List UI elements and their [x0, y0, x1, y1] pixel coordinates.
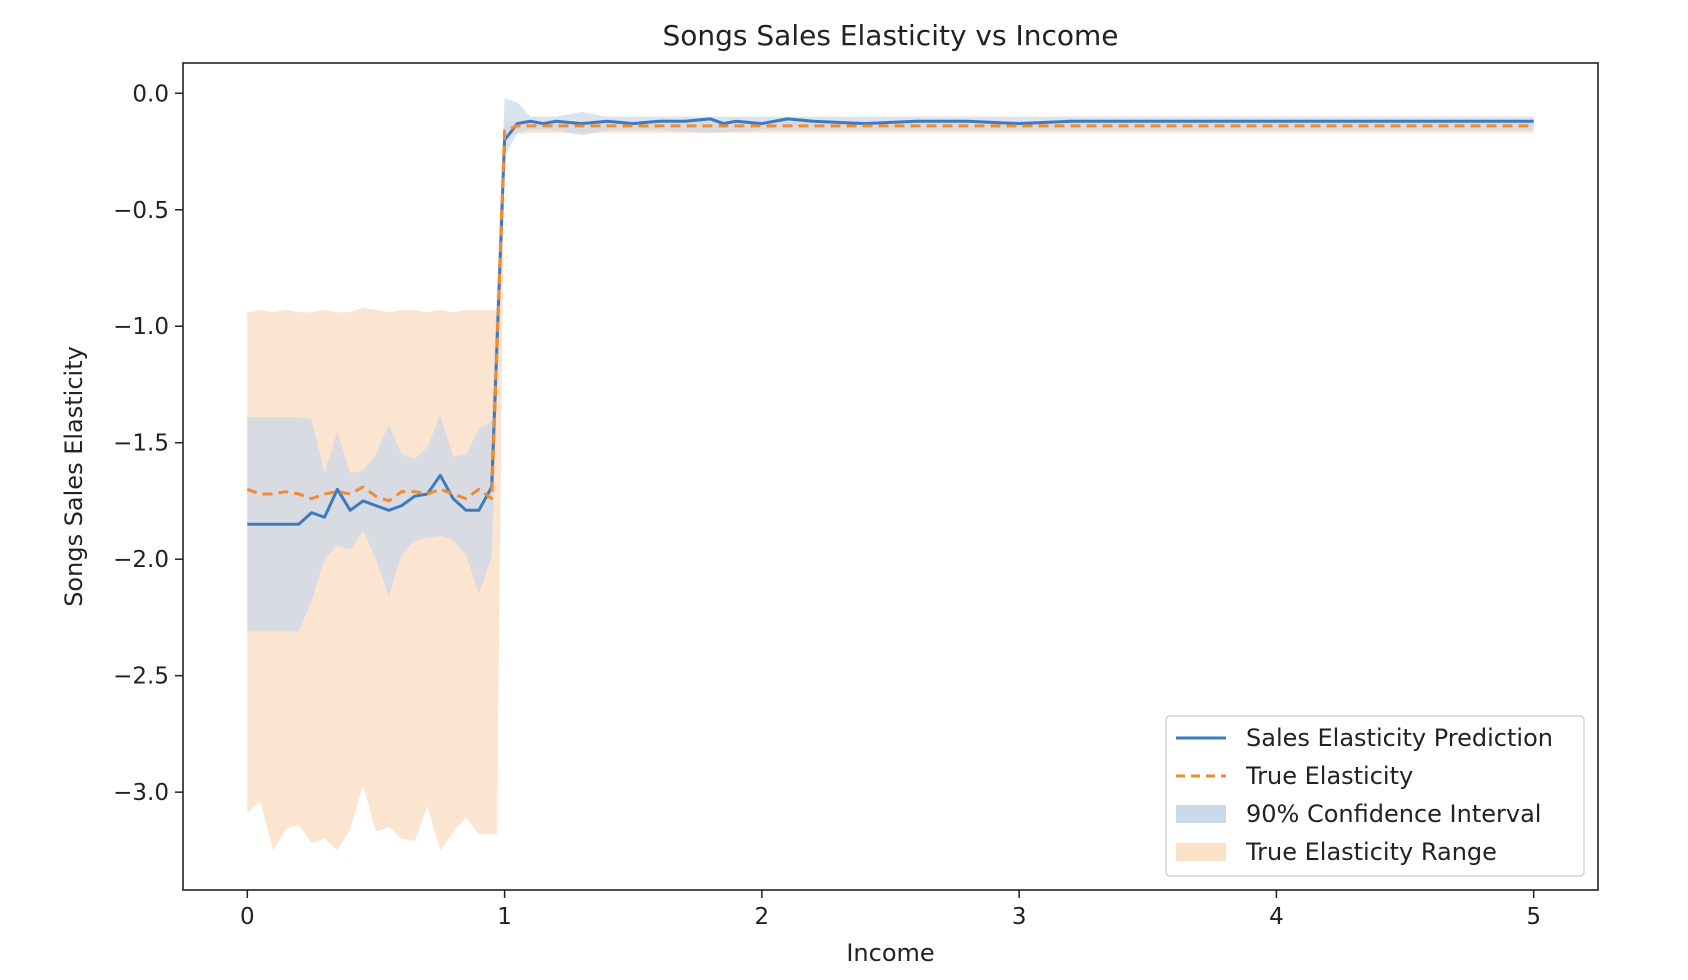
true-elasticity-line — [246, 124, 1534, 503]
y-tick-label: −0.5 — [113, 198, 169, 224]
legend-swatch-confidence — [1176, 805, 1226, 823]
y-tick-label: 0.0 — [132, 81, 169, 107]
true-elasticity-range-band — [247, 121, 1534, 851]
x-tick-label: 2 — [755, 904, 770, 930]
legend-label: 90% Confidence Interval — [1246, 800, 1541, 828]
prediction-line — [247, 117, 1534, 526]
x-tick-label: 0 — [240, 904, 255, 930]
x-tick-label: 3 — [1012, 904, 1027, 930]
x-tick-label: 5 — [1526, 904, 1541, 930]
x-tick-label: 4 — [1269, 904, 1284, 930]
y-tick-label: −2.0 — [113, 547, 169, 573]
axes: 0 1 2 3 4 5 0.0 −0.5 −1.0 −1.5 −2.0 −2.5 −3.0 — [113, 62, 1599, 930]
plot-area — [246, 97, 1534, 851]
y-tick-label: −3.0 — [113, 780, 169, 806]
legend-label: True Elasticity — [1245, 762, 1413, 790]
legend-swatch-range — [1176, 843, 1226, 861]
y-axis-title: Songs Sales Elasticity — [60, 346, 88, 607]
y-tick-label: −1.5 — [113, 431, 169, 457]
plot-frame — [182, 62, 1599, 891]
legend-label: Sales Elasticity Prediction — [1246, 724, 1553, 752]
legend-box — [1165, 715, 1585, 877]
y-tick-label: −1.0 — [113, 314, 169, 340]
x-axis-title: Income — [846, 939, 934, 967]
legend: Sales Elasticity Prediction True Elastici… — [1165, 715, 1585, 877]
y-tick-label: −2.5 — [113, 664, 169, 690]
legend-label: True Elasticity Range — [1245, 838, 1497, 866]
chart-title: Songs Sales Elasticity vs Income — [662, 19, 1118, 52]
x-tick-label: 1 — [497, 904, 512, 930]
